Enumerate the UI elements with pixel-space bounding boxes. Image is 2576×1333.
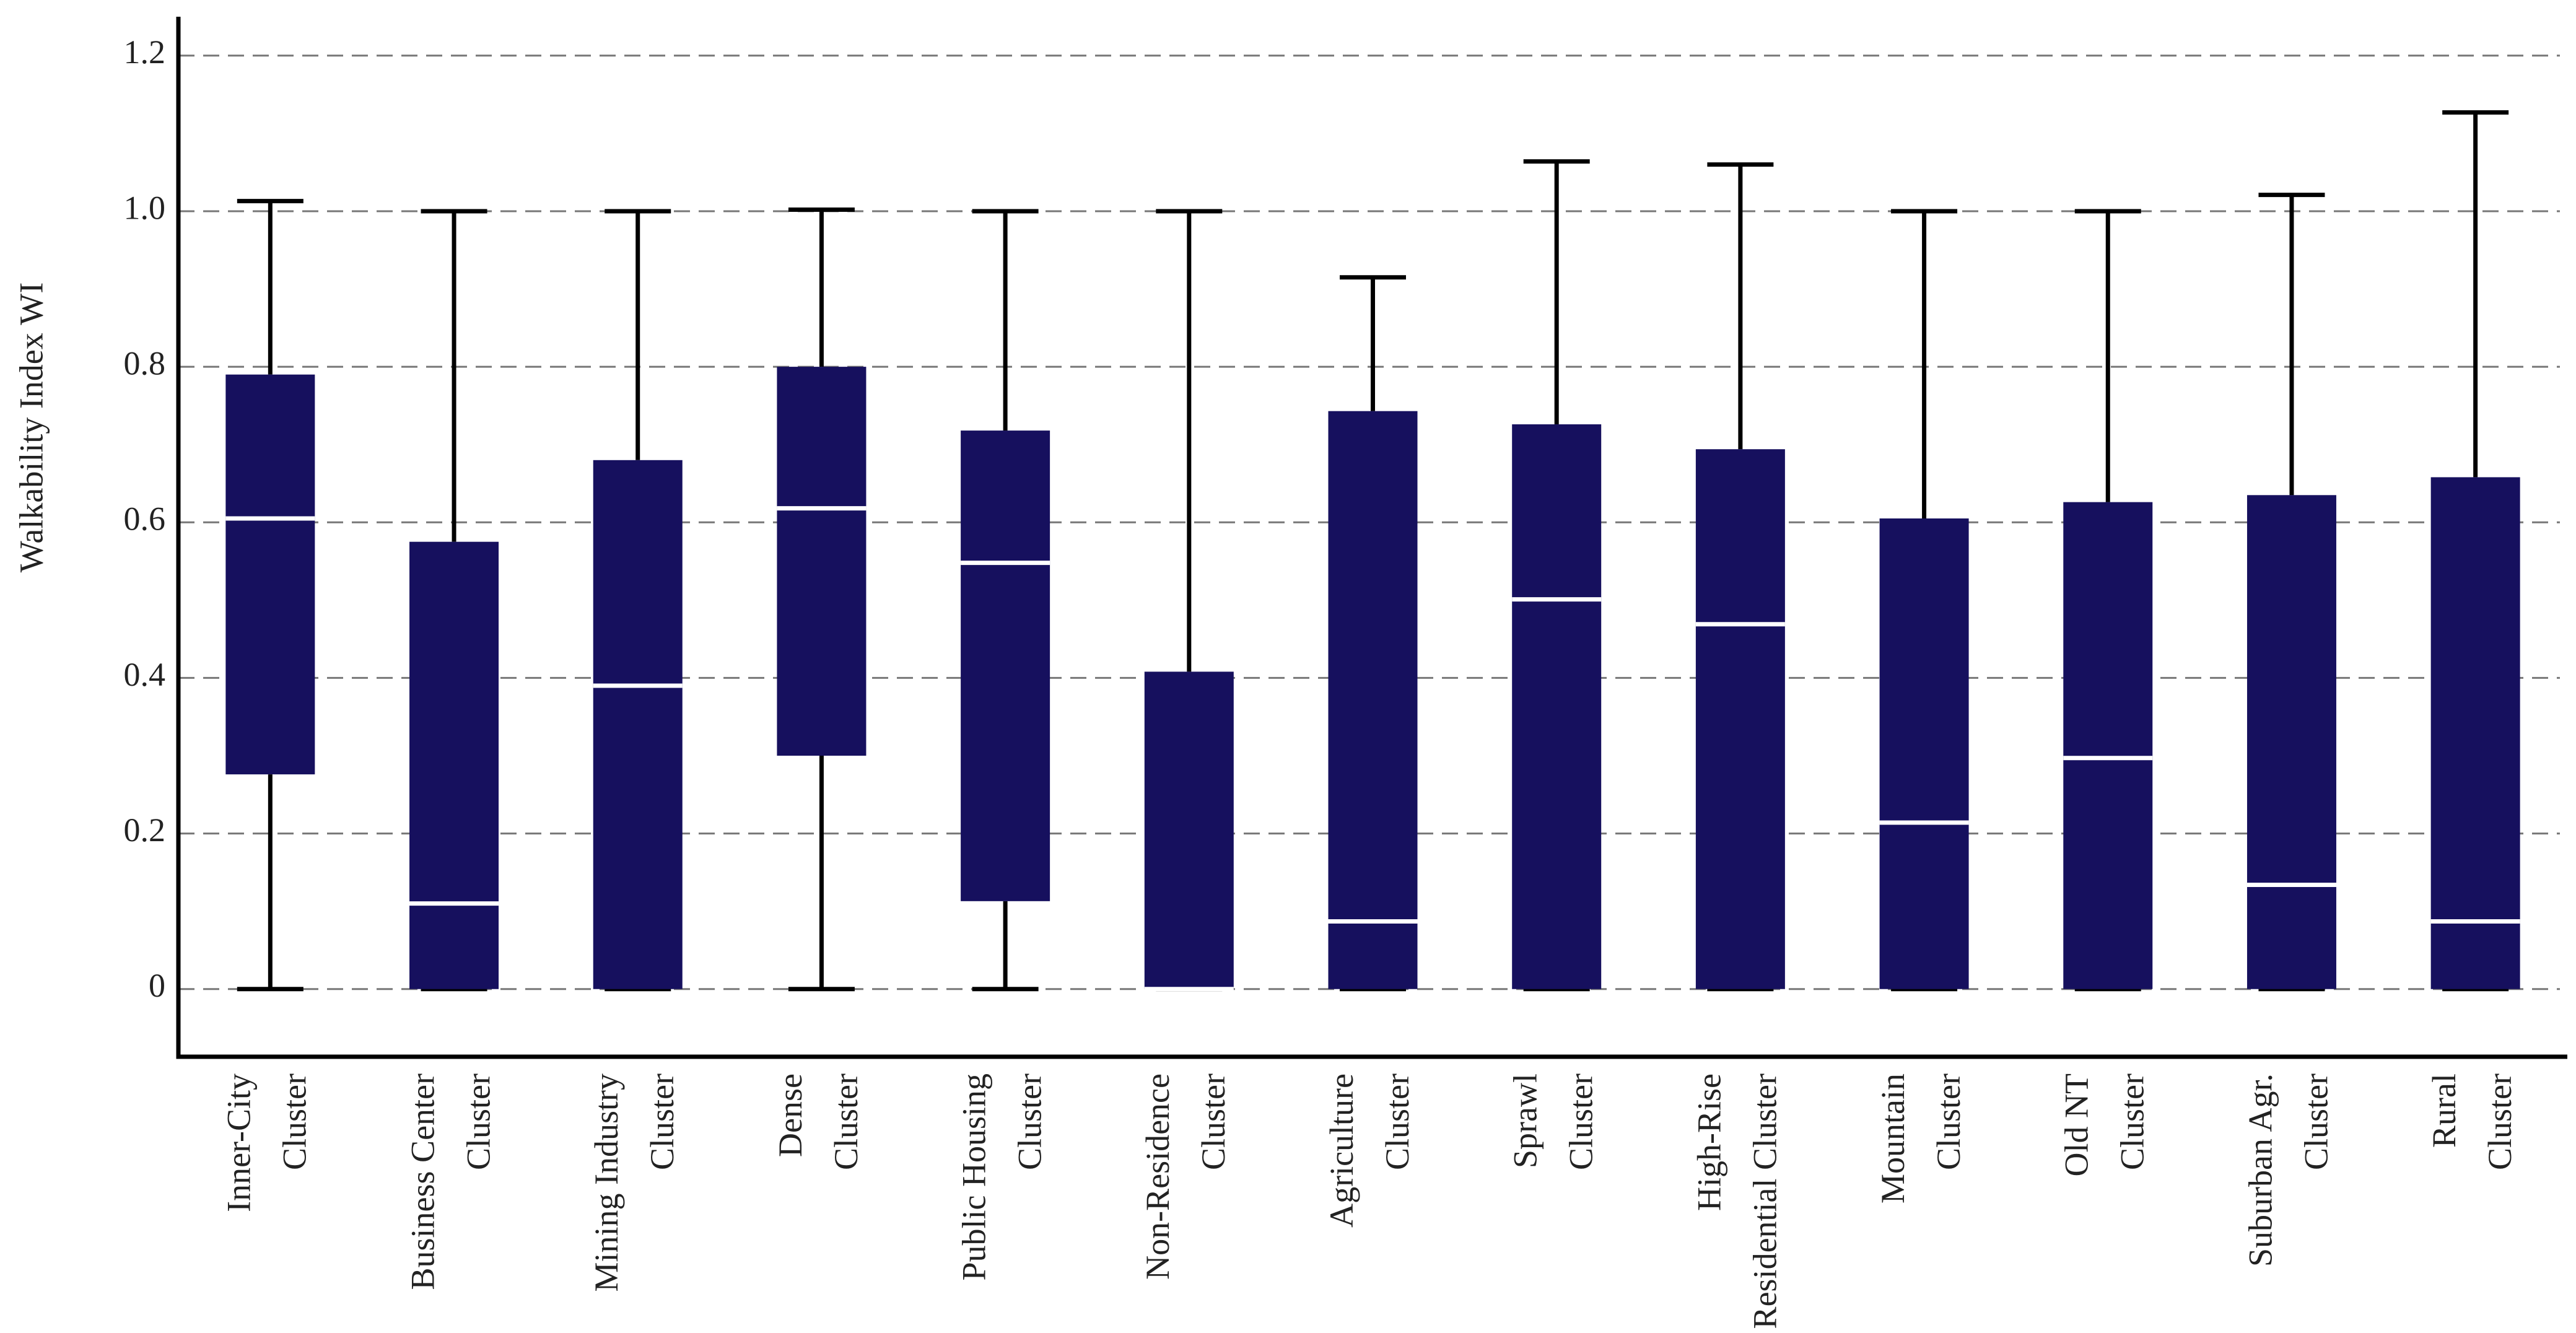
y-tick-label: 1.2 [124, 33, 166, 71]
y-tick-label: 0.8 [124, 344, 166, 382]
x-tick-label: High-Rise [1690, 1073, 1727, 1211]
x-tick-label: Cluster [460, 1073, 497, 1170]
x-tick-label: Dense [772, 1073, 809, 1157]
box [225, 374, 315, 775]
x-tick-label: Inner-City [220, 1073, 258, 1212]
x-tick-label: Mining Industry [588, 1073, 625, 1292]
box [2430, 477, 2520, 989]
box [409, 541, 499, 989]
x-tick-label: Cluster [1011, 1073, 1049, 1170]
x-tick-label: Business Center [404, 1073, 441, 1290]
x-tick-label: Suburban Agr. [2242, 1073, 2279, 1267]
y-tick-label: 0.4 [124, 656, 166, 693]
box [961, 430, 1050, 901]
y-tick-label: 0.6 [124, 500, 166, 538]
x-tick-label: Cluster [2481, 1073, 2518, 1170]
y-tick-label: 1.0 [124, 189, 166, 226]
x-tick-label: Cluster [2114, 1073, 2151, 1170]
x-tick-label: Public Housing [956, 1073, 993, 1281]
box [1695, 449, 1785, 989]
box [2246, 495, 2336, 989]
x-tick-label: Mountain [1874, 1073, 1911, 1204]
box [1512, 424, 1602, 989]
x-tick-label: Cluster [1379, 1073, 1416, 1170]
box [777, 367, 867, 756]
box [2063, 502, 2153, 989]
x-tick-label: Cluster [1195, 1073, 1232, 1170]
x-tick-label: Residential Cluster [1746, 1073, 1783, 1329]
x-tick-label: Cluster [644, 1073, 681, 1170]
axis-line [176, 17, 2567, 1059]
x-tick-label: Agriculture [1323, 1073, 1360, 1228]
box [1879, 518, 1969, 989]
x-tick-label: Cluster [1563, 1073, 1600, 1170]
y-tick-label: 0.2 [124, 811, 166, 849]
x-tick-label: Cluster [276, 1073, 313, 1170]
box [593, 460, 683, 989]
x-tick-label: Old NT [2058, 1073, 2095, 1176]
x-tick-label: Sprawl [1507, 1073, 1544, 1168]
box [1144, 671, 1234, 989]
y-axis-label: Walkability Index WI [12, 282, 50, 573]
x-tick-label: Cluster [1930, 1073, 1967, 1170]
x-tick-label: Non-Residence [1139, 1073, 1176, 1280]
x-tick-label: Cluster [827, 1073, 865, 1170]
x-tick-label: Cluster [2297, 1073, 2334, 1170]
x-tick-label: Rural [2425, 1073, 2463, 1148]
box [1328, 411, 1418, 989]
y-tick-label: 0 [149, 967, 165, 1004]
